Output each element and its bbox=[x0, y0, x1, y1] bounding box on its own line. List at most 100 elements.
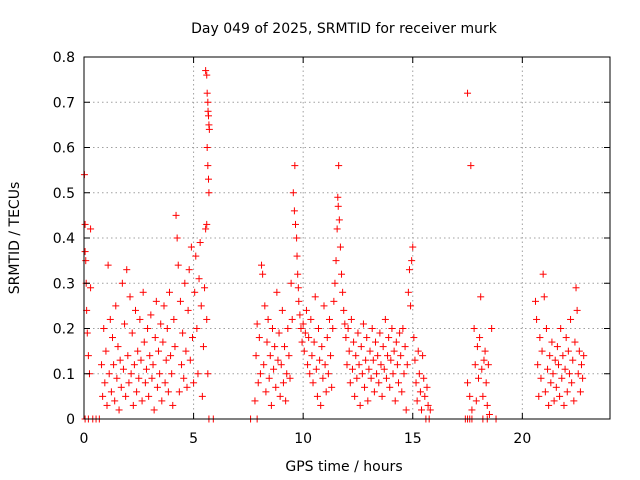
data-point bbox=[325, 315, 333, 323]
data-point bbox=[423, 383, 431, 391]
data-point bbox=[421, 392, 429, 400]
data-point bbox=[274, 356, 282, 364]
data-point bbox=[351, 392, 359, 400]
data-point bbox=[416, 388, 424, 396]
data-point bbox=[134, 347, 142, 355]
data-point bbox=[107, 388, 115, 396]
data-point bbox=[390, 347, 398, 355]
data-point bbox=[137, 356, 145, 364]
data-point bbox=[140, 338, 148, 346]
data-point bbox=[296, 311, 304, 319]
data-point bbox=[142, 365, 150, 373]
data-point bbox=[310, 338, 318, 346]
data-point bbox=[87, 225, 95, 233]
data-point bbox=[204, 98, 212, 106]
data-point bbox=[317, 401, 325, 409]
data-point bbox=[413, 397, 421, 405]
data-point bbox=[378, 392, 386, 400]
data-point bbox=[308, 352, 316, 360]
data-point bbox=[81, 248, 89, 256]
data-point bbox=[471, 361, 479, 369]
data-point bbox=[375, 379, 383, 387]
data-point bbox=[568, 379, 576, 387]
data-point bbox=[368, 325, 376, 332]
data-point bbox=[173, 234, 181, 242]
data-point bbox=[410, 334, 418, 342]
data-point bbox=[334, 202, 342, 210]
data-point bbox=[205, 189, 213, 197]
data-point bbox=[191, 288, 199, 296]
data-point bbox=[319, 374, 327, 382]
y-tick-label: 0.2 bbox=[53, 322, 75, 338]
data-point bbox=[311, 293, 319, 301]
data-point bbox=[329, 325, 337, 332]
data-point bbox=[550, 397, 558, 405]
data-point bbox=[574, 370, 582, 378]
data-point bbox=[358, 370, 366, 378]
data-point bbox=[306, 370, 314, 378]
data-point bbox=[485, 410, 493, 418]
data-point bbox=[542, 325, 550, 332]
data-point bbox=[123, 266, 131, 274]
data-point bbox=[399, 325, 407, 332]
data-point bbox=[468, 406, 476, 414]
y-tick-label: 0.8 bbox=[53, 50, 75, 66]
data-point bbox=[398, 388, 406, 396]
data-point bbox=[385, 334, 393, 342]
data-point bbox=[475, 374, 482, 382]
data-point bbox=[294, 284, 302, 292]
data-point bbox=[203, 89, 211, 97]
data-point bbox=[373, 370, 381, 378]
data-point bbox=[106, 315, 114, 323]
x-tick-label: 0 bbox=[80, 431, 89, 447]
data-point bbox=[409, 243, 417, 251]
data-point bbox=[342, 334, 350, 342]
data-point bbox=[353, 374, 361, 382]
data-point bbox=[187, 243, 195, 251]
data-point bbox=[341, 320, 349, 328]
data-point bbox=[324, 370, 332, 378]
data-point bbox=[198, 392, 206, 400]
data-point bbox=[312, 365, 320, 373]
data-point bbox=[536, 334, 544, 342]
data-point bbox=[293, 234, 301, 242]
data-point bbox=[158, 397, 166, 405]
x-tick-label: 10 bbox=[294, 431, 312, 447]
data-point bbox=[384, 352, 392, 360]
data-point bbox=[420, 374, 428, 382]
data-point bbox=[414, 347, 422, 355]
data-point bbox=[366, 347, 374, 355]
data-point bbox=[194, 370, 202, 378]
data-point bbox=[167, 352, 175, 360]
data-point bbox=[144, 325, 152, 332]
data-point bbox=[168, 370, 176, 378]
data-point bbox=[202, 67, 210, 75]
data-point bbox=[560, 401, 568, 409]
data-point bbox=[203, 144, 211, 151]
data-point bbox=[477, 293, 485, 301]
data-point bbox=[363, 334, 371, 342]
data-point bbox=[412, 379, 420, 387]
data-point bbox=[340, 306, 348, 314]
data-point bbox=[376, 329, 384, 337]
data-point bbox=[334, 193, 342, 201]
data-point bbox=[411, 356, 419, 364]
data-point bbox=[561, 365, 569, 373]
data-point bbox=[534, 361, 542, 369]
data-point bbox=[569, 356, 577, 364]
data-point bbox=[98, 361, 106, 369]
data-point bbox=[343, 361, 351, 369]
data-point bbox=[101, 379, 109, 387]
data-point bbox=[298, 338, 306, 346]
data-point bbox=[380, 365, 388, 373]
data-point bbox=[126, 293, 134, 301]
x-tick-label: 15 bbox=[404, 431, 422, 447]
data-point bbox=[467, 162, 475, 170]
data-point bbox=[301, 329, 309, 337]
data-point bbox=[408, 257, 416, 265]
data-point bbox=[480, 356, 488, 364]
data-point bbox=[405, 266, 413, 274]
data-point bbox=[179, 329, 187, 337]
data-point bbox=[156, 370, 164, 378]
data-point bbox=[335, 162, 343, 170]
